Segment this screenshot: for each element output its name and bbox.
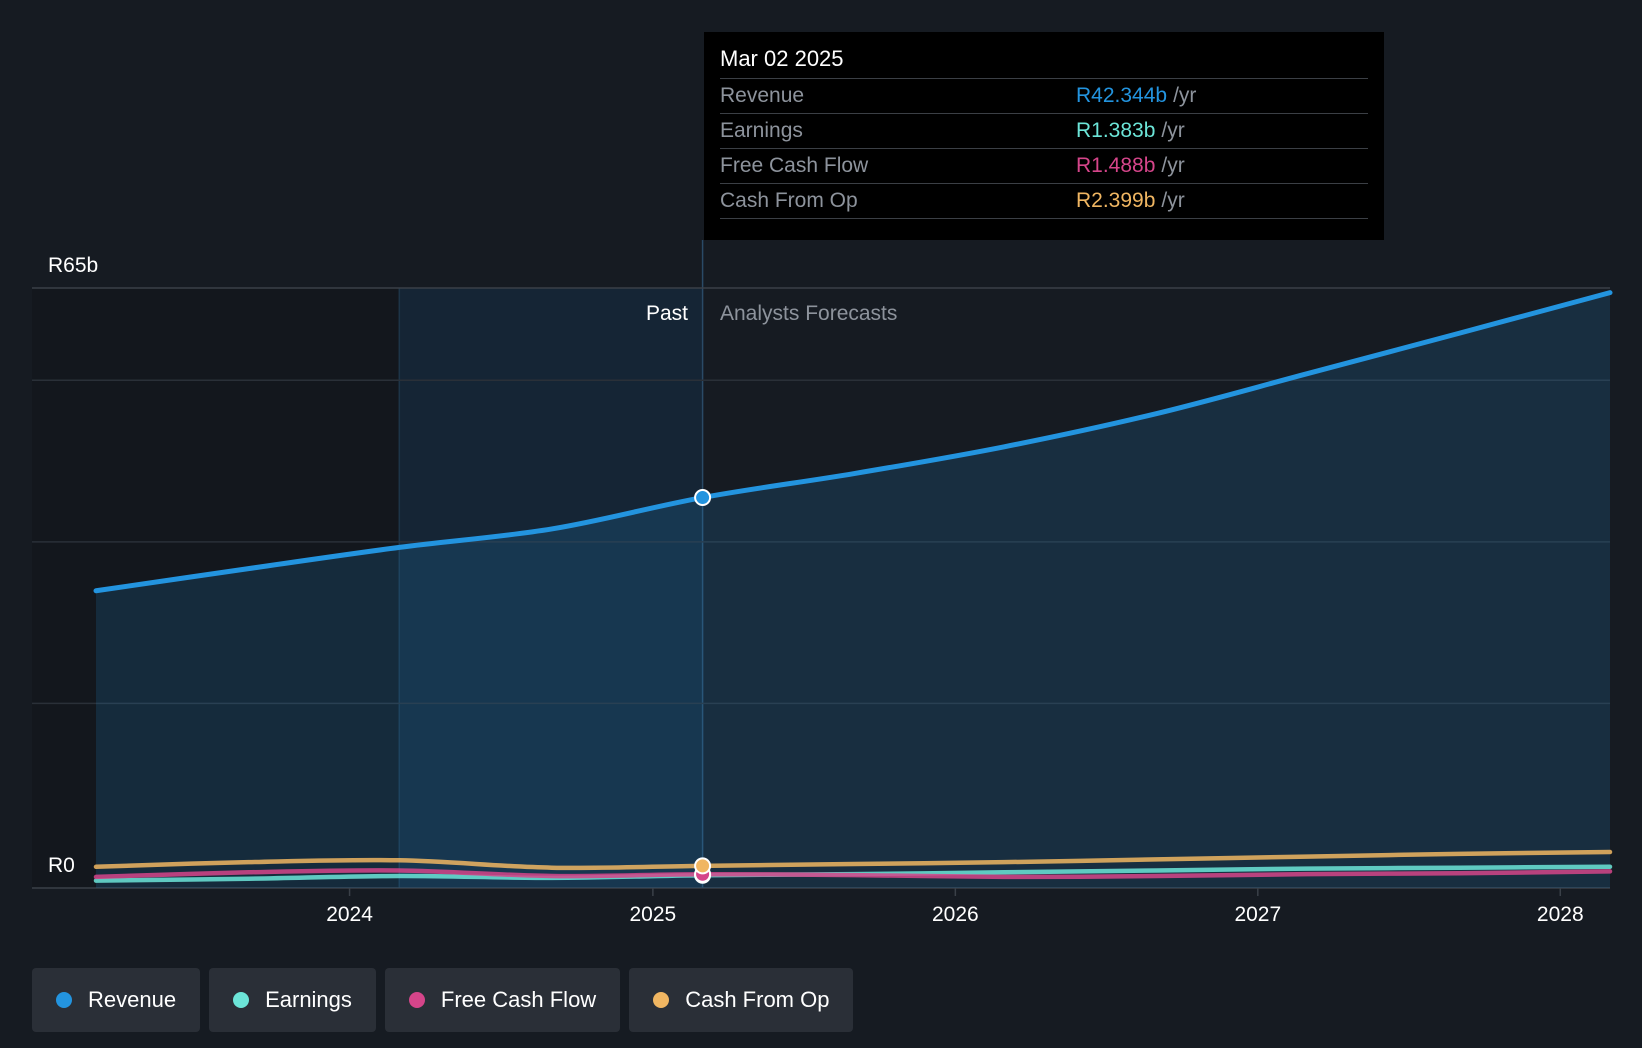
x-tick-label: 2025 xyxy=(630,903,677,926)
tooltip-value: R1.383b xyxy=(1076,119,1156,142)
past-label: Past xyxy=(646,302,688,325)
y-axis-max-label: R65b xyxy=(48,254,98,277)
legend-item-earnings[interactable]: Earnings xyxy=(209,968,376,1032)
past-band-outer xyxy=(32,288,400,888)
legend-item-cash-from-op[interactable]: Cash From Op xyxy=(629,968,854,1032)
tooltip-label: Cash From Op xyxy=(720,189,858,212)
revenue-line xyxy=(93,290,1613,594)
tooltip-row-cash-from-op: Cash From Op R2.399b /yr xyxy=(720,183,1368,219)
tooltip-date: Mar 02 2025 xyxy=(720,46,844,71)
tooltip-label: Revenue xyxy=(720,84,805,107)
legend: Revenue Earnings Free Cash Flow Cash Fro… xyxy=(32,968,854,1032)
x-tick-label: 2026 xyxy=(932,903,979,926)
free-cash-flow-line xyxy=(93,868,1613,880)
tooltip-row-free-cash-flow: Free Cash Flow R1.488b /yr xyxy=(720,148,1368,183)
tooltip: Mar 02 2025 Revenue R42.344b /yr Earning… xyxy=(704,32,1384,240)
cash-from-op-dot-icon xyxy=(653,992,670,1008)
y-axis-min-label: R0 xyxy=(48,854,75,877)
legend-item-free-cash-flow[interactable]: Free Cash Flow xyxy=(384,968,621,1032)
past-band xyxy=(399,288,703,888)
tooltip-value: R2.399b xyxy=(1076,189,1156,212)
tooltip-label: Earnings xyxy=(720,119,803,142)
legend-label: Free Cash Flow xyxy=(440,987,597,1012)
forecast-label: Analysts Forecasts xyxy=(720,302,897,325)
x-tick-label: 2024 xyxy=(326,903,373,926)
legend-label: Revenue xyxy=(88,987,177,1012)
legend-label: Cash From Op xyxy=(685,987,830,1012)
x-tick-label: 2028 xyxy=(1537,903,1584,926)
tooltip-unit: /yr xyxy=(1173,84,1197,107)
revenue-area xyxy=(96,292,1610,889)
free-cash-flow-dot-icon xyxy=(408,992,425,1008)
legend-label: Earnings xyxy=(265,987,352,1012)
tooltip-unit: /yr xyxy=(1161,119,1185,142)
legend-item-revenue[interactable]: Revenue xyxy=(32,968,201,1032)
cash-from-op-line xyxy=(93,849,1613,871)
tooltip-label: Free Cash Flow xyxy=(720,154,869,177)
tooltip-value: R42.344b xyxy=(1076,84,1168,107)
tooltip-value: R1.488b xyxy=(1076,154,1156,177)
cash-from-op-marker xyxy=(694,857,712,875)
revenue-marker xyxy=(694,489,712,507)
revenue-dot-icon xyxy=(56,992,72,1008)
tooltip-unit: /yr xyxy=(1161,189,1185,212)
tooltip-row-earnings: Earnings R1.383b /yr xyxy=(720,113,1368,148)
earnings-dot-icon xyxy=(233,992,250,1008)
x-tick-label: 2027 xyxy=(1234,903,1281,926)
tooltip-unit: /yr xyxy=(1161,154,1185,177)
tooltip-row-revenue: Revenue R42.344b /yr xyxy=(720,78,1368,113)
